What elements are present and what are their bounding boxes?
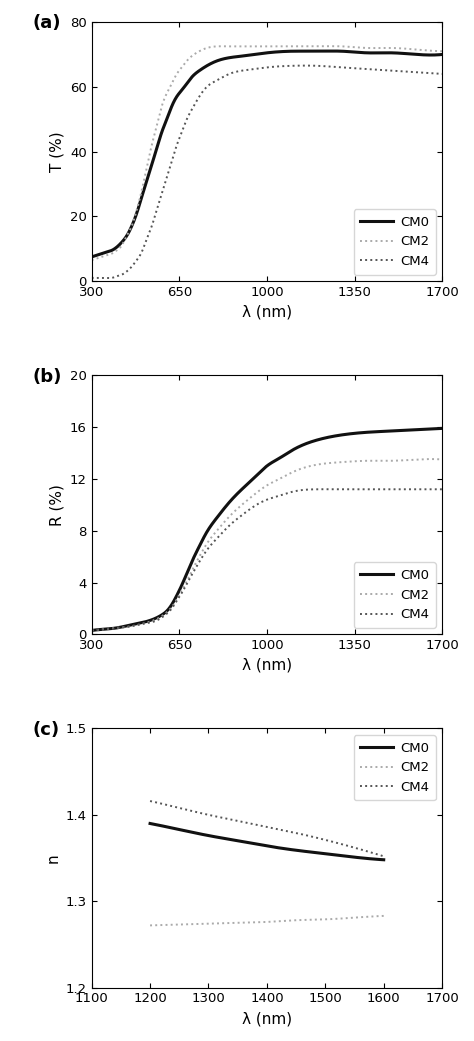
CM0 bbox=[312, 434, 318, 447]
CM0 bbox=[359, 852, 365, 864]
CM0 bbox=[147, 817, 153, 830]
CM4 bbox=[147, 794, 153, 807]
CM4 bbox=[391, 483, 397, 496]
CM2 bbox=[286, 914, 292, 926]
CM4 bbox=[292, 485, 298, 498]
CM4 bbox=[290, 827, 296, 839]
CM0 bbox=[292, 45, 298, 57]
CM2 bbox=[428, 453, 434, 465]
X-axis label: λ (nm): λ (nm) bbox=[242, 658, 292, 672]
CM0 bbox=[285, 843, 291, 856]
Legend: CM0, CM2, CM4: CM0, CM2, CM4 bbox=[354, 735, 436, 801]
CM4 bbox=[312, 483, 318, 496]
CM0 bbox=[110, 244, 116, 256]
CM0 bbox=[391, 425, 396, 437]
Legend: CM0, CM2, CM4: CM0, CM2, CM4 bbox=[354, 209, 436, 275]
CM4 bbox=[301, 484, 307, 497]
CM4 bbox=[286, 826, 292, 838]
CM0 bbox=[290, 843, 296, 856]
CM0 bbox=[148, 817, 154, 830]
CM0 bbox=[312, 45, 318, 57]
CM4 bbox=[302, 59, 308, 72]
Text: (b): (b) bbox=[32, 367, 62, 385]
CM2 bbox=[147, 919, 153, 932]
CM2 bbox=[89, 625, 94, 637]
Line: CM2: CM2 bbox=[150, 916, 384, 925]
CM2 bbox=[381, 910, 387, 922]
CM0 bbox=[381, 854, 387, 866]
CM2 bbox=[301, 41, 307, 53]
CM4 bbox=[355, 483, 361, 496]
Line: CM4: CM4 bbox=[150, 801, 384, 857]
CM4 bbox=[313, 59, 319, 72]
CM0 bbox=[355, 46, 361, 58]
Line: CM0: CM0 bbox=[91, 429, 442, 631]
CM0 bbox=[344, 850, 350, 863]
Legend: CM0, CM2, CM4: CM0, CM2, CM4 bbox=[354, 562, 436, 628]
CM2 bbox=[301, 461, 307, 474]
CM4 bbox=[293, 59, 299, 72]
CM0 bbox=[89, 251, 94, 263]
Line: CM2: CM2 bbox=[91, 46, 442, 260]
CM2 bbox=[355, 42, 361, 54]
CM4 bbox=[323, 483, 329, 496]
CM4 bbox=[148, 795, 154, 808]
CM4 bbox=[344, 839, 350, 852]
CM2 bbox=[148, 919, 154, 932]
Y-axis label: R (%): R (%) bbox=[49, 484, 64, 526]
CM2 bbox=[439, 45, 445, 57]
Y-axis label: T (%): T (%) bbox=[49, 131, 64, 172]
CM4 bbox=[89, 272, 94, 284]
CM4 bbox=[285, 826, 291, 838]
CM0 bbox=[391, 47, 397, 59]
CM0 bbox=[301, 438, 307, 451]
CM4 bbox=[302, 59, 308, 72]
Text: (a): (a) bbox=[32, 15, 61, 32]
CM0 bbox=[355, 427, 360, 439]
CM2 bbox=[292, 41, 298, 53]
CM2 bbox=[89, 254, 94, 266]
CM0 bbox=[330, 45, 336, 57]
CM0 bbox=[439, 423, 445, 435]
CM2 bbox=[292, 464, 298, 477]
CM4 bbox=[110, 621, 116, 634]
CM4 bbox=[381, 850, 387, 863]
CM2 bbox=[312, 41, 318, 53]
CM2 bbox=[355, 455, 360, 467]
CM4 bbox=[359, 843, 365, 856]
CM0 bbox=[110, 623, 116, 635]
CM4 bbox=[111, 272, 117, 284]
Text: (c): (c) bbox=[32, 720, 59, 739]
CM2 bbox=[290, 914, 296, 926]
CM4 bbox=[439, 68, 445, 80]
CM2 bbox=[439, 453, 445, 465]
CM0 bbox=[292, 442, 298, 455]
CM2 bbox=[344, 912, 350, 924]
X-axis label: λ (nm): λ (nm) bbox=[242, 305, 292, 320]
CM4 bbox=[107, 272, 112, 284]
Y-axis label: n: n bbox=[45, 854, 60, 863]
CM4 bbox=[356, 62, 361, 75]
CM2 bbox=[110, 621, 116, 634]
CM2 bbox=[391, 42, 397, 54]
CM0 bbox=[286, 843, 292, 856]
Line: CM4: CM4 bbox=[91, 66, 442, 278]
CM2 bbox=[391, 455, 396, 467]
CM2 bbox=[285, 914, 291, 926]
CM4 bbox=[439, 483, 445, 496]
CM4 bbox=[89, 625, 94, 637]
Line: CM0: CM0 bbox=[150, 823, 384, 860]
X-axis label: λ (nm): λ (nm) bbox=[242, 1011, 292, 1026]
CM2 bbox=[329, 40, 335, 52]
CM0 bbox=[89, 625, 94, 637]
Line: CM4: CM4 bbox=[91, 489, 442, 631]
CM2 bbox=[359, 911, 365, 923]
CM2 bbox=[312, 459, 318, 472]
CM4 bbox=[392, 65, 397, 77]
CM0 bbox=[439, 48, 445, 60]
Line: CM0: CM0 bbox=[91, 51, 442, 257]
CM2 bbox=[110, 247, 116, 259]
CM0 bbox=[301, 45, 307, 57]
Line: CM2: CM2 bbox=[91, 459, 442, 631]
